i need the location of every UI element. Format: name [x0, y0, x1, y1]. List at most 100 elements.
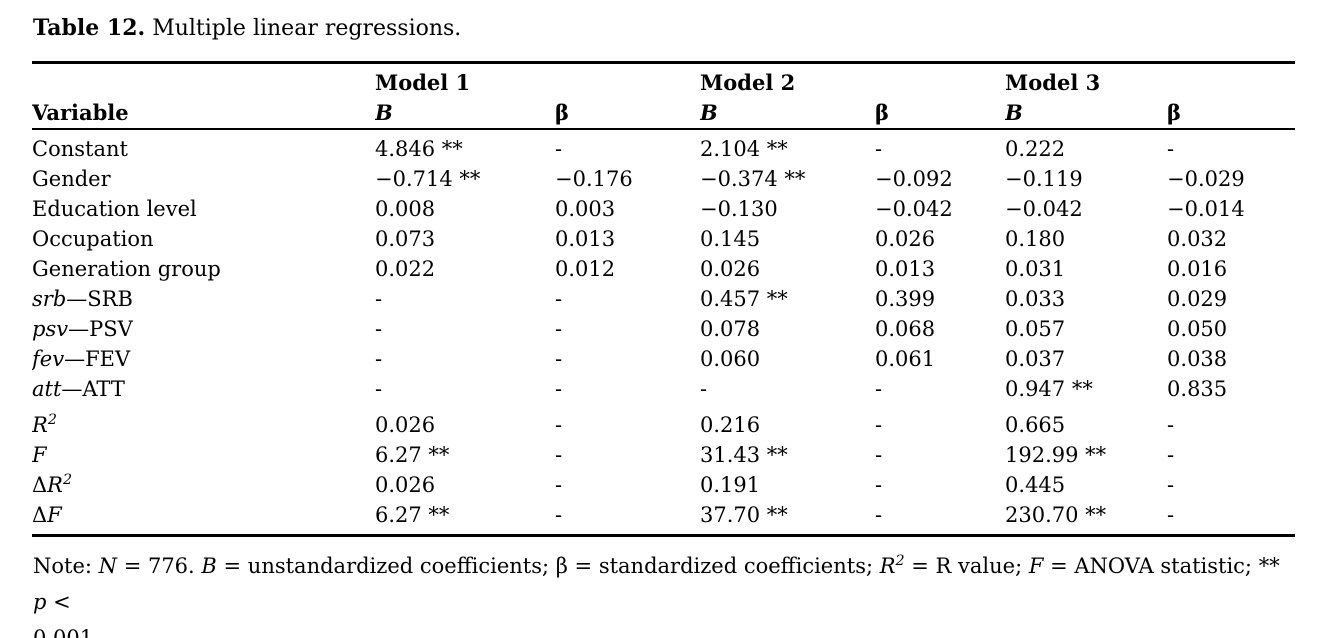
value-cell: 0.026 [375, 473, 436, 497]
table-row: F 6.27 ** - 31.43 ** - 192.99 ** - [32, 440, 1295, 470]
table-row: Generation group 0.022 0.012 0.026 0.013 0.03… [32, 254, 1295, 284]
value-cell: 37.70 ** [700, 503, 788, 527]
table-title-text: Multiple linear regressions. [152, 16, 462, 41]
variable-cell: ΔR2 [32, 472, 73, 497]
value-cell: 0.180 [1005, 227, 1066, 251]
model-1-header: Model 1 [375, 70, 471, 95]
value-cell: −0.119 [1005, 167, 1083, 191]
table-title: Table 12. Multiple linear regressions. [33, 14, 1296, 43]
table-row: R2 0.026 - 0.216 - 0.665 - [32, 404, 1295, 440]
value-cell: - [555, 317, 563, 341]
value-cell: - [700, 377, 708, 401]
model-2-header: Model 2 [700, 70, 796, 95]
value-cell: 0.145 [700, 227, 761, 251]
table-row: psv—PSV - - 0.078 0.068 0.057 0.050 [32, 314, 1295, 344]
value-cell: - [875, 413, 883, 437]
value-cell: 6.27 ** [375, 443, 450, 467]
value-cell: 0.060 [700, 347, 761, 371]
value-cell: −0.374 ** [700, 167, 806, 191]
value-cell: - [375, 287, 383, 311]
table-title-label: Table 12. [33, 15, 146, 41]
beta-column-header-m1: β [555, 98, 701, 130]
value-cell: 2.104 ** [700, 137, 788, 161]
value-cell: 0.013 [875, 257, 936, 281]
value-cell: - [555, 287, 563, 311]
value-cell: 31.43 ** [700, 443, 788, 467]
value-cell: 0.008 [375, 197, 436, 221]
value-cell: 0.057 [1005, 317, 1066, 341]
value-cell: 0.399 [875, 287, 936, 311]
empty-header-cell [32, 63, 375, 99]
model-3-header: Model 3 [1005, 70, 1101, 95]
value-cell: −0.014 [1167, 197, 1245, 221]
value-cell: −0.714 ** [375, 167, 481, 191]
value-cell: - [375, 377, 383, 401]
table-row: Gender −0.714 ** −0.176 −0.374 ** −0.092 −0.1… [32, 164, 1295, 194]
value-cell: - [555, 347, 563, 371]
value-cell: 0.078 [700, 317, 761, 341]
beta-column-header-m3: β [1167, 98, 1296, 130]
value-cell: 0.037 [1005, 347, 1066, 371]
variable-cell: ΔF [32, 503, 62, 527]
value-cell: 0.012 [555, 257, 616, 281]
value-cell: - [375, 317, 383, 341]
table-row: att—ATT - - - - 0.947 ** 0.835 [32, 374, 1295, 404]
value-cell: 0.038 [1167, 347, 1228, 371]
value-cell: - [555, 503, 563, 527]
value-cell: 0.033 [1005, 287, 1066, 311]
value-cell: - [1167, 503, 1175, 527]
variable-cell: Education level [32, 197, 197, 221]
value-cell: 0.050 [1167, 317, 1228, 341]
value-cell: 0.022 [375, 257, 436, 281]
variable-cell: psv—PSV [32, 317, 133, 341]
value-cell: 0.835 [1167, 377, 1228, 401]
variable-cell: srb—SRB [32, 287, 133, 311]
variable-cell: Constant [32, 137, 128, 161]
value-cell: 6.27 ** [375, 503, 450, 527]
value-cell: - [875, 503, 883, 527]
regression-table: Model 1 Model 2 Model 3 Variable B β B β… [32, 61, 1296, 537]
value-cell: 0.029 [1167, 287, 1228, 311]
value-cell: - [1167, 137, 1175, 161]
value-cell: 0.026 [875, 227, 936, 251]
value-cell: 0.073 [375, 227, 436, 251]
table-row: Constant 4.846 ** - 2.104 ** - 0.222 - [32, 129, 1295, 164]
note-line-1: Note: N = 776. B = unstandardized coeffi… [33, 553, 1280, 614]
value-cell: 0.457 ** [700, 287, 788, 311]
value-cell: 0.061 [875, 347, 936, 371]
beta-column-header-m2: β [875, 98, 1006, 130]
value-cell: - [875, 137, 883, 161]
value-cell: −0.029 [1167, 167, 1245, 191]
variable-cell: F [32, 443, 47, 467]
value-cell: 0.222 [1005, 137, 1066, 161]
b-column-header-m1: B [375, 98, 555, 130]
variable-column-header: Variable [32, 98, 375, 130]
table-row: srb—SRB - - 0.457 ** 0.399 0.033 0.029 [32, 284, 1295, 314]
value-cell: 4.846 ** [375, 137, 463, 161]
value-cell: 0.026 [375, 413, 436, 437]
variable-cell: att—ATT [32, 377, 125, 401]
value-cell: - [875, 443, 883, 467]
table-note: Note: N = 776. B = unstandardized coeffi… [33, 548, 1296, 638]
value-cell: - [555, 413, 563, 437]
column-header-row: Variable B β B β B β [32, 98, 1296, 130]
value-cell: −0.042 [1005, 197, 1083, 221]
variable-cell: Generation group [32, 257, 221, 281]
table-body: Constant 4.846 ** - 2.104 ** - 0.222 - Gender −0… [32, 129, 1295, 536]
value-cell: 0.216 [700, 413, 761, 437]
value-cell: - [1167, 443, 1175, 467]
table-row: ΔF 6.27 ** - 37.70 ** - 230.70 ** - [32, 500, 1295, 536]
note-line-2: 0.001. [33, 626, 100, 638]
value-cell: 0.068 [875, 317, 936, 341]
value-cell: 0.016 [1167, 257, 1228, 281]
value-cell: - [555, 377, 563, 401]
value-cell: 192.99 ** [1005, 443, 1107, 467]
value-cell: - [1167, 473, 1175, 497]
value-cell: 0.947 ** [1005, 377, 1093, 401]
value-cell: 0.003 [555, 197, 616, 221]
value-cell: −0.042 [875, 197, 953, 221]
table-row: fev—FEV - - 0.060 0.061 0.037 0.038 [32, 344, 1295, 374]
value-cell: 0.032 [1167, 227, 1228, 251]
table-row: Occupation 0.073 0.013 0.145 0.026 0.180 0.032 [32, 224, 1295, 254]
